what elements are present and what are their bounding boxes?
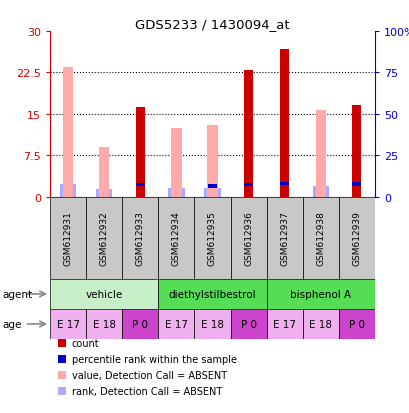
Bar (96, 190, 112, 197)
Bar (204, 188, 220, 197)
Text: P 0: P 0 (240, 319, 256, 329)
Text: GSM612931: GSM612931 (63, 211, 72, 266)
Bar (50, 197, 86, 279)
Bar (158, 279, 266, 309)
Text: E 17: E 17 (272, 319, 295, 329)
Bar (99, 148, 109, 197)
Bar (86, 309, 122, 339)
Text: E 17: E 17 (164, 319, 187, 329)
Bar (338, 309, 374, 339)
Bar (50, 309, 86, 339)
Bar (266, 309, 302, 339)
Text: E 18: E 18 (308, 319, 332, 329)
Text: age: age (2, 319, 21, 329)
Bar (171, 128, 181, 197)
Bar (135, 183, 144, 187)
Bar (194, 309, 230, 339)
Bar (122, 309, 158, 339)
Bar (302, 309, 338, 339)
Bar (194, 197, 230, 279)
Bar (266, 279, 374, 309)
Bar (312, 187, 328, 197)
Bar (86, 197, 122, 279)
Bar (338, 197, 374, 279)
Bar (315, 110, 325, 197)
Bar (243, 183, 252, 187)
Text: count: count (72, 338, 99, 348)
Text: GSM612933: GSM612933 (135, 211, 144, 266)
Text: GSM612939: GSM612939 (352, 211, 361, 266)
Text: GSM612936: GSM612936 (243, 211, 252, 266)
Text: P 0: P 0 (132, 319, 148, 329)
Bar (60, 185, 76, 197)
Bar (168, 188, 184, 197)
Bar (207, 126, 217, 197)
Bar (302, 197, 338, 279)
Bar (266, 197, 302, 279)
Bar (122, 197, 158, 279)
Bar (280, 50, 288, 197)
Bar (230, 309, 266, 339)
Text: P 0: P 0 (348, 319, 364, 329)
Text: agent: agent (2, 289, 32, 299)
Bar (243, 71, 252, 197)
Text: GSM612937: GSM612937 (279, 211, 288, 266)
Text: value, Detection Call = ABSENT: value, Detection Call = ABSENT (72, 370, 226, 380)
Bar (50, 279, 158, 309)
Text: GSM612938: GSM612938 (316, 211, 324, 266)
Bar (135, 107, 144, 197)
Bar (158, 309, 194, 339)
Bar (230, 197, 266, 279)
Bar (158, 197, 194, 279)
Text: E 17: E 17 (56, 319, 79, 329)
Text: E 18: E 18 (200, 319, 223, 329)
Text: rank, Detection Call = ABSENT: rank, Detection Call = ABSENT (72, 386, 222, 396)
Bar (352, 105, 360, 197)
Text: GSM612935: GSM612935 (207, 211, 216, 266)
Text: bisphenol A: bisphenol A (290, 289, 351, 299)
Bar (207, 185, 216, 188)
Text: E 18: E 18 (92, 319, 115, 329)
Bar (280, 183, 288, 186)
Bar (352, 183, 360, 186)
Text: vehicle: vehicle (85, 289, 122, 299)
Text: GSM612934: GSM612934 (171, 211, 180, 266)
Text: diethylstilbestrol: diethylstilbestrol (168, 289, 256, 299)
Text: GSM612932: GSM612932 (99, 211, 108, 266)
Text: percentile rank within the sample: percentile rank within the sample (72, 354, 236, 364)
Title: GDS5233 / 1430094_at: GDS5233 / 1430094_at (135, 18, 289, 31)
Bar (63, 68, 73, 197)
